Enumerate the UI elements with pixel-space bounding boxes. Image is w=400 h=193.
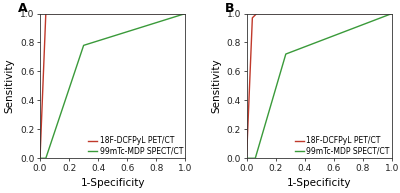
X-axis label: 1-Specificity: 1-Specificity <box>287 178 352 188</box>
Legend: 18F-DCFPyL PET/CT, 99mTc-MDP SPECT/CT: 18F-DCFPyL PET/CT, 99mTc-MDP SPECT/CT <box>295 136 390 156</box>
Legend: 18F-DCFPyL PET/CT, 99mTc-MDP SPECT/CT: 18F-DCFPyL PET/CT, 99mTc-MDP SPECT/CT <box>88 136 183 156</box>
Text: B: B <box>225 2 234 15</box>
Y-axis label: Sensitivity: Sensitivity <box>211 58 221 113</box>
Text: A: A <box>18 2 28 15</box>
Y-axis label: Sensitivity: Sensitivity <box>4 58 14 113</box>
X-axis label: 1-Specificity: 1-Specificity <box>80 178 145 188</box>
